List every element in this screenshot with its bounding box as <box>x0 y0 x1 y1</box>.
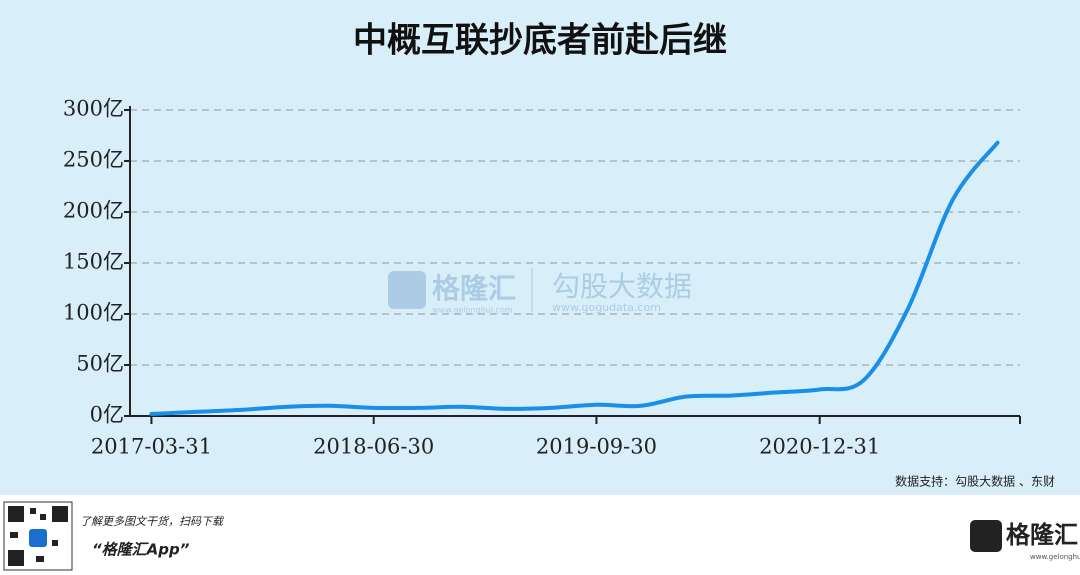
qr-corner <box>8 550 24 566</box>
watermark-brand-url: www.gelonghui.com <box>432 306 513 315</box>
qr-dot <box>36 556 44 562</box>
watermark-data: 勾股大数据 <box>552 270 692 303</box>
footer-logo-url: www.gelonghui.com <box>1030 553 1080 561</box>
y-tick-label: 0亿 <box>90 403 124 427</box>
footer-app: “格隆汇App” <box>92 541 190 559</box>
qr-corner <box>52 506 68 522</box>
qr-logo <box>29 529 47 547</box>
footer-note: 了解更多图文干货，扫码下载 <box>80 515 225 528</box>
qr-code <box>3 501 73 571</box>
qr-dot <box>10 532 18 538</box>
source-note: 数据支持：勾股大数据 、东财 <box>895 474 1055 489</box>
chart-background <box>0 0 1080 495</box>
x-tick-label: 2018-06-30 <box>313 435 434 459</box>
y-tick-label: 50亿 <box>76 352 124 376</box>
y-tick-label: 100亿 <box>63 301 124 325</box>
watermark-data-url: www.gogudata.com <box>552 301 661 314</box>
data-line <box>149 140 1000 416</box>
x-tick-label: 2020-12-31 <box>759 435 880 459</box>
watermark: 格隆汇 www.gelonghui.com 勾股大数据 www.gogudata… <box>388 268 692 315</box>
footer-logo-icon <box>970 520 1002 552</box>
watermark-logo <box>388 271 426 309</box>
y-tick-label: 250亿 <box>63 148 124 172</box>
qr-dot <box>30 508 36 514</box>
y-tick-label: 200亿 <box>63 199 124 223</box>
y-tick-label: 300亿 <box>63 97 124 121</box>
chart-title: 中概互联抄底者前赴后继 <box>353 21 727 61</box>
qr-dot <box>52 540 58 546</box>
y-tick-label: 150亿 <box>63 250 124 274</box>
footer-background <box>0 495 1080 575</box>
x-tick-label: 2017-03-31 <box>91 435 212 459</box>
x-tick-label: 2019-09-30 <box>536 435 657 459</box>
watermark-brand: 格隆汇 <box>432 272 516 305</box>
footer-logo: 格隆汇 <box>1006 521 1078 549</box>
qr-corner <box>8 506 24 522</box>
qr-dot <box>40 514 46 520</box>
